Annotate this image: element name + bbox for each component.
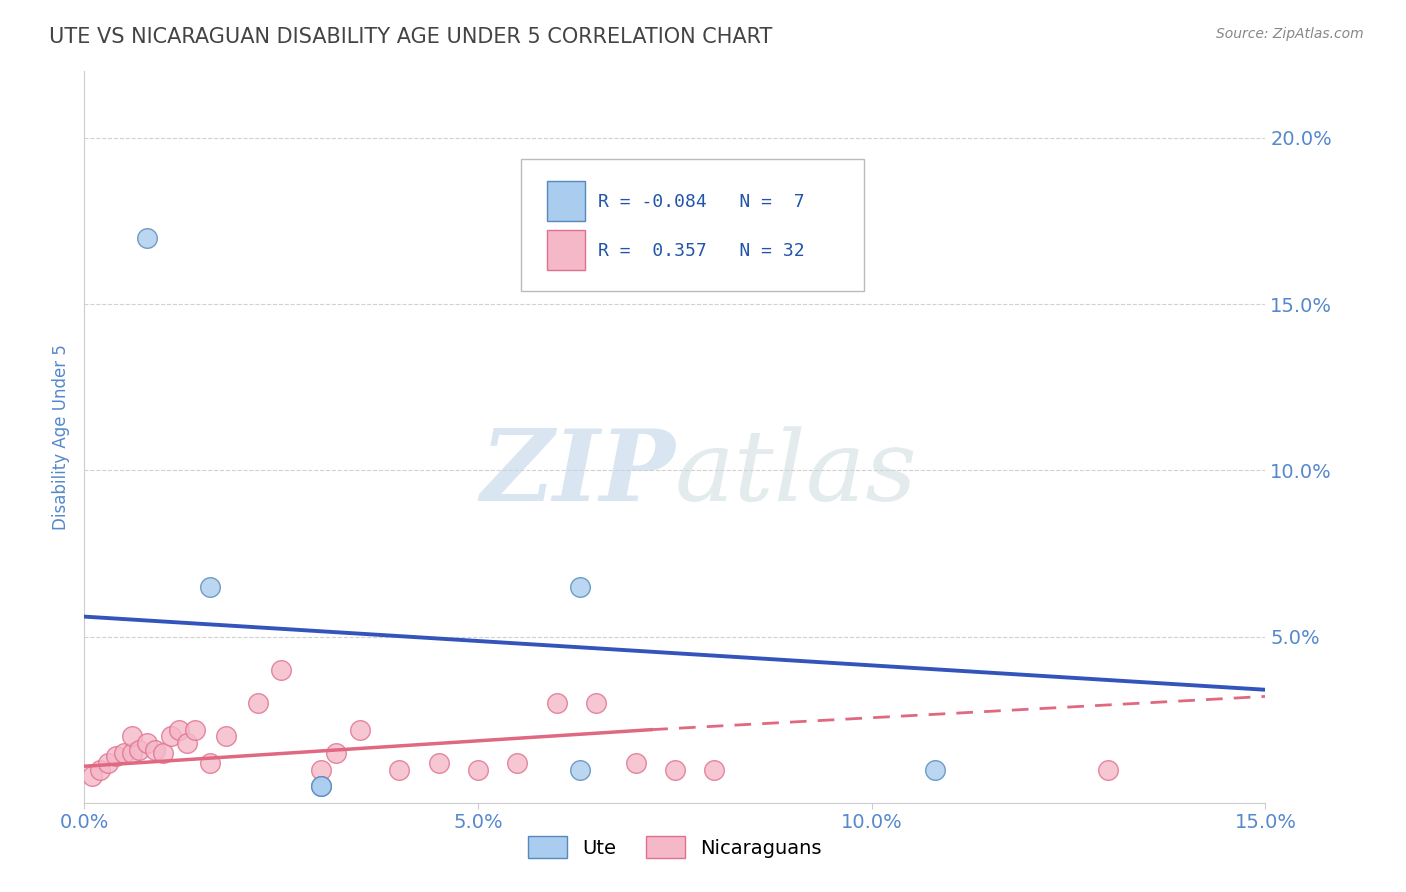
Point (569, 763, 592, 777)
Point (427, 756, 450, 770)
Point (104, 749, 127, 764)
Point (246, 696, 269, 710)
FancyBboxPatch shape (522, 159, 863, 291)
Point (128, 742, 150, 756)
Point (325, 746, 347, 760)
Point (160, 729, 183, 743)
Point (183, 723, 205, 737)
FancyBboxPatch shape (547, 181, 585, 221)
Point (152, 746, 174, 760)
Point (546, 696, 568, 710)
Point (121, 746, 143, 760)
Point (349, 723, 371, 737)
Point (215, 729, 238, 743)
Point (1097, 763, 1119, 777)
Text: UTE VS NICARAGUAN DISABILITY AGE UNDER 5 CORRELATION CHART: UTE VS NICARAGUAN DISABILITY AGE UNDER 5… (49, 27, 772, 46)
Point (309, 779, 332, 793)
Y-axis label: Disability Age Under 5: Disability Age Under 5 (52, 344, 70, 530)
Point (200, 580, 222, 594)
Point (89, 763, 111, 777)
Point (200, 756, 222, 770)
Text: ZIP: ZIP (479, 425, 675, 522)
Point (664, 763, 686, 777)
Point (585, 696, 607, 710)
Point (924, 763, 946, 777)
Point (136, 736, 159, 750)
Point (309, 763, 332, 777)
FancyBboxPatch shape (547, 230, 585, 270)
Point (136, 230, 159, 244)
Point (112, 746, 135, 760)
Point (176, 736, 198, 750)
Point (467, 763, 489, 777)
Point (703, 763, 725, 777)
Point (121, 729, 143, 743)
Point (388, 763, 411, 777)
Text: atlas: atlas (675, 426, 918, 521)
Point (569, 580, 592, 594)
Point (82, 769, 104, 783)
Legend: Ute, Nicaraguans: Ute, Nicaraguans (520, 828, 830, 866)
Point (309, 779, 332, 793)
Text: Source: ZipAtlas.com: Source: ZipAtlas.com (1216, 27, 1364, 41)
Point (97, 756, 120, 770)
Text: R = -0.084   N =  7: R = -0.084 N = 7 (598, 193, 804, 211)
Point (506, 756, 529, 770)
Text: R =  0.357   N = 32: R = 0.357 N = 32 (598, 242, 804, 260)
Point (624, 756, 647, 770)
Point (143, 742, 166, 756)
Point (270, 663, 292, 677)
Point (167, 723, 190, 737)
